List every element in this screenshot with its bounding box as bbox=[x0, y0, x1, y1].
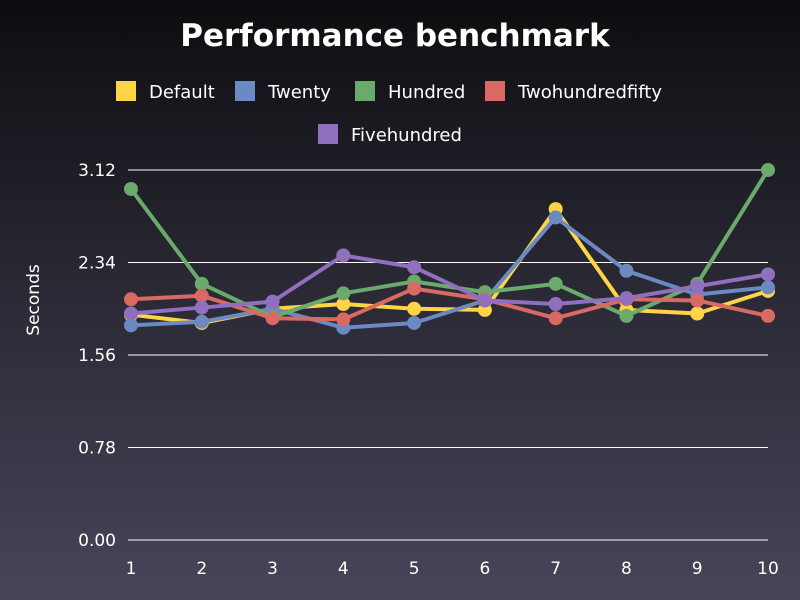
x-tick-label: 8 bbox=[621, 559, 632, 579]
data-point bbox=[548, 311, 563, 326]
y-tick-label: 1.56 bbox=[78, 346, 116, 366]
data-point bbox=[761, 308, 775, 323]
x-tick-label: 6 bbox=[479, 559, 490, 579]
y-tick-label: 0.00 bbox=[78, 531, 116, 551]
grid-lines bbox=[128, 169, 768, 541]
y-tick-label: 3.12 bbox=[78, 161, 116, 181]
data-point bbox=[619, 263, 634, 278]
data-point bbox=[336, 248, 351, 263]
legend-label: Twenty bbox=[267, 82, 331, 103]
legend-label: Fivehundred bbox=[351, 125, 462, 146]
data-point bbox=[548, 297, 563, 312]
legend-label: Twohundredfifty bbox=[517, 82, 662, 103]
x-tick-label: 3 bbox=[267, 559, 278, 579]
data-point bbox=[761, 280, 775, 295]
legend-item: Default bbox=[116, 81, 215, 103]
x-tick-label: 9 bbox=[692, 559, 703, 579]
series-line bbox=[130, 215, 769, 330]
legend-swatch bbox=[355, 81, 375, 101]
series-twohundredfifty bbox=[124, 281, 775, 327]
data-point bbox=[194, 288, 209, 303]
series-line bbox=[130, 253, 769, 316]
y-tick-label: 0.78 bbox=[78, 439, 116, 459]
legend-label: Default bbox=[149, 82, 215, 103]
data-point bbox=[690, 293, 705, 308]
legend: Default Twenty Hundred Twohundredfifty Fiveh… bbox=[116, 81, 662, 146]
legend-label: Hundred bbox=[388, 82, 465, 103]
data-point bbox=[194, 276, 209, 291]
y-axis-title: Seconds bbox=[24, 264, 44, 336]
data-point bbox=[265, 294, 280, 309]
legend-item: Hundred bbox=[355, 81, 465, 103]
data-point bbox=[477, 293, 492, 308]
data-point bbox=[265, 311, 280, 326]
y-tick-label: 2.34 bbox=[78, 254, 116, 274]
data-point bbox=[407, 301, 422, 316]
data-point bbox=[194, 300, 209, 315]
data-point bbox=[690, 306, 705, 321]
data-point bbox=[619, 291, 634, 306]
x-tick-label: 10 bbox=[757, 559, 779, 579]
x-tick-label: 5 bbox=[409, 559, 420, 579]
series-fivehundred bbox=[124, 248, 775, 321]
data-point bbox=[690, 279, 705, 294]
data-point bbox=[407, 315, 422, 330]
legend-swatch bbox=[116, 81, 136, 101]
chart-title: Performance benchmark bbox=[180, 18, 610, 54]
data-point bbox=[407, 260, 422, 275]
y-axis-ticks: 0.00 0.78 1.56 2.34 3.12 bbox=[78, 161, 116, 551]
series-lines bbox=[124, 163, 775, 335]
data-point bbox=[548, 276, 563, 291]
x-tick-label: 4 bbox=[338, 559, 349, 579]
data-point bbox=[548, 210, 563, 225]
data-point bbox=[124, 292, 138, 307]
legend-swatch bbox=[485, 81, 505, 101]
x-tick-label: 1 bbox=[126, 559, 137, 579]
data-point bbox=[124, 306, 138, 321]
data-point bbox=[336, 286, 351, 301]
legend-item: Twohundredfifty bbox=[485, 81, 662, 103]
legend-swatch bbox=[318, 124, 338, 144]
data-point bbox=[619, 308, 634, 323]
data-point bbox=[761, 267, 775, 282]
data-point bbox=[407, 281, 422, 296]
series-line bbox=[130, 286, 769, 322]
data-point bbox=[336, 312, 351, 327]
legend-item: Fivehundred bbox=[318, 124, 462, 146]
series-twenty bbox=[124, 210, 775, 335]
x-tick-label: 2 bbox=[196, 559, 207, 579]
data-point bbox=[761, 163, 775, 177]
data-point bbox=[124, 318, 138, 333]
data-point bbox=[124, 181, 138, 196]
data-point bbox=[336, 297, 351, 312]
x-tick-label: 7 bbox=[550, 559, 561, 579]
legend-item: Twenty bbox=[235, 81, 331, 103]
data-point bbox=[194, 314, 209, 329]
legend-swatch bbox=[235, 81, 255, 101]
x-axis-ticks: 1 2 3 4 5 6 7 8 9 10 bbox=[126, 559, 779, 579]
